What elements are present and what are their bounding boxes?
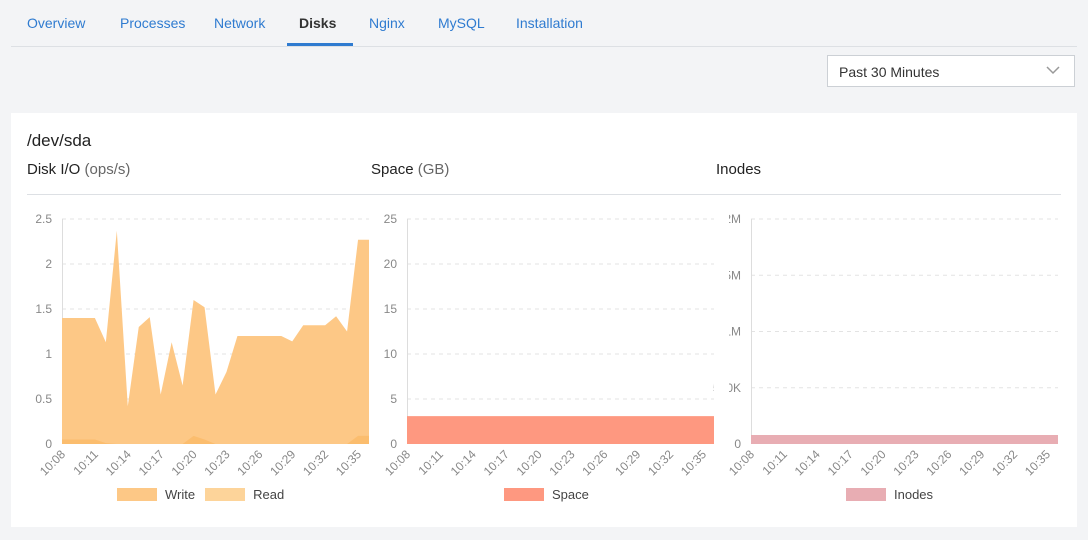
x-tick-label: 10:17 — [481, 447, 512, 478]
y-tick-label: 25 — [384, 212, 398, 226]
tab-overview[interactable]: Overview — [27, 15, 86, 31]
legend-space-label: Space — [552, 487, 589, 502]
y-tick-label: 15 — [384, 302, 398, 316]
y-tick-label: 0 — [45, 437, 52, 451]
legend-write[interactable]: Write — [117, 487, 195, 502]
space-title-text: Space — [371, 161, 414, 178]
x-tick-label: 10:14 — [448, 447, 479, 478]
legend-read-label: Read — [253, 487, 285, 502]
x-tick-label: 10:14 — [792, 447, 823, 478]
write-area — [62, 230, 369, 444]
disk-io-title: Disk I/O (ops/s) — [27, 161, 130, 178]
disk-io-legend: Write Read — [117, 487, 294, 502]
x-tick-label: 10:35 — [1022, 447, 1053, 478]
inodes-swatch — [846, 488, 886, 501]
tab-nginx[interactable]: Nginx — [369, 15, 405, 31]
x-tick-label: 10:32 — [300, 447, 331, 478]
y-tick-label: 2.5 — [35, 212, 52, 226]
x-tick-label: 10:20 — [169, 447, 200, 478]
label-clip-mask — [714, 210, 729, 400]
x-tick-label: 10:35 — [333, 447, 364, 478]
legend-write-label: Write — [165, 487, 196, 502]
tab-network[interactable]: Network — [214, 15, 266, 31]
x-tick-label: 10:23 — [201, 447, 232, 478]
inodes-legend: Inodes — [846, 487, 943, 502]
disk-card: /dev/sda Disk I/O (ops/s) Space (GB) Ino… — [11, 113, 1077, 527]
space-swatch — [504, 488, 544, 501]
x-tick-label: 10:32 — [645, 447, 676, 478]
x-tick-label: 10:08 — [726, 447, 757, 478]
x-tick-label: 10:20 — [858, 447, 889, 478]
x-tick-label: 10:08 — [37, 447, 68, 478]
chevron-down-icon — [1046, 66, 1060, 75]
space-unit: (GB) — [417, 161, 450, 178]
time-range-value: Past 30 Minutes — [839, 64, 940, 80]
space-legend: Space — [504, 487, 599, 502]
x-tick-label: 10:17 — [825, 447, 856, 478]
disk-io-unit: (ops/s) — [84, 161, 131, 178]
x-tick-label: 10:26 — [579, 447, 610, 478]
y-tick-label: 1.5 — [35, 302, 52, 316]
time-range-select[interactable]: Past 30 Minutes — [827, 55, 1075, 87]
legend-space[interactable]: Space — [504, 487, 589, 502]
write-swatch — [117, 488, 157, 501]
inodes-title-text: Inodes — [716, 161, 762, 178]
legend-read[interactable]: Read — [205, 487, 284, 502]
x-tick-label: 10:23 — [546, 447, 577, 478]
x-tick-label: 10:14 — [103, 447, 134, 478]
x-tick-label: 10:26 — [923, 447, 954, 478]
tab-mysql[interactable]: MySQL — [438, 15, 485, 31]
y-tick-label: 5 — [390, 392, 397, 406]
divider — [27, 194, 1061, 195]
tab-processes[interactable]: Processes — [120, 15, 186, 31]
legend-inodes-label: Inodes — [894, 487, 934, 502]
device-title: /dev/sda — [27, 131, 92, 150]
inodes-title: Inodes — [716, 161, 761, 178]
inodes-area — [751, 435, 1058, 444]
y-tick-label: 0 — [734, 437, 741, 451]
space-title: Space (GB) — [371, 161, 449, 178]
y-tick-label: 0.5 — [35, 392, 52, 406]
tab-installation[interactable]: Installation — [516, 15, 583, 31]
active-tab-indicator — [287, 43, 353, 46]
y-tick-label: 20 — [384, 257, 398, 271]
read-swatch — [205, 488, 246, 501]
space-area — [407, 416, 714, 444]
x-tick-label: 10:11 — [760, 447, 791, 478]
y-tick-label: 1 — [45, 347, 52, 361]
x-tick-label: 10:08 — [382, 447, 413, 478]
y-tick-label: 0 — [390, 437, 397, 451]
x-tick-label: 10:23 — [890, 447, 921, 478]
legend-inodes[interactable]: Inodes — [846, 487, 933, 502]
x-tick-label: 10:35 — [678, 447, 709, 478]
disk-io-title-text: Disk I/O — [27, 161, 81, 178]
x-tick-label: 10:11 — [416, 447, 447, 478]
x-tick-label: 10:17 — [136, 447, 167, 478]
x-tick-label: 10:11 — [71, 447, 102, 478]
x-tick-label: 10:29 — [956, 447, 987, 478]
read-area — [62, 435, 369, 444]
x-tick-label: 10:26 — [234, 447, 265, 478]
y-tick-label: 10 — [384, 347, 398, 361]
x-tick-label: 10:32 — [989, 447, 1020, 478]
y-tick-label: 2 — [45, 257, 52, 271]
tab-bar: Overview Processes Network Disks Nginx M… — [11, 0, 1077, 47]
x-tick-label: 10:29 — [267, 447, 298, 478]
tab-disks[interactable]: Disks — [299, 15, 337, 31]
x-tick-label: 10:29 — [612, 447, 643, 478]
x-tick-label: 10:20 — [514, 447, 545, 478]
